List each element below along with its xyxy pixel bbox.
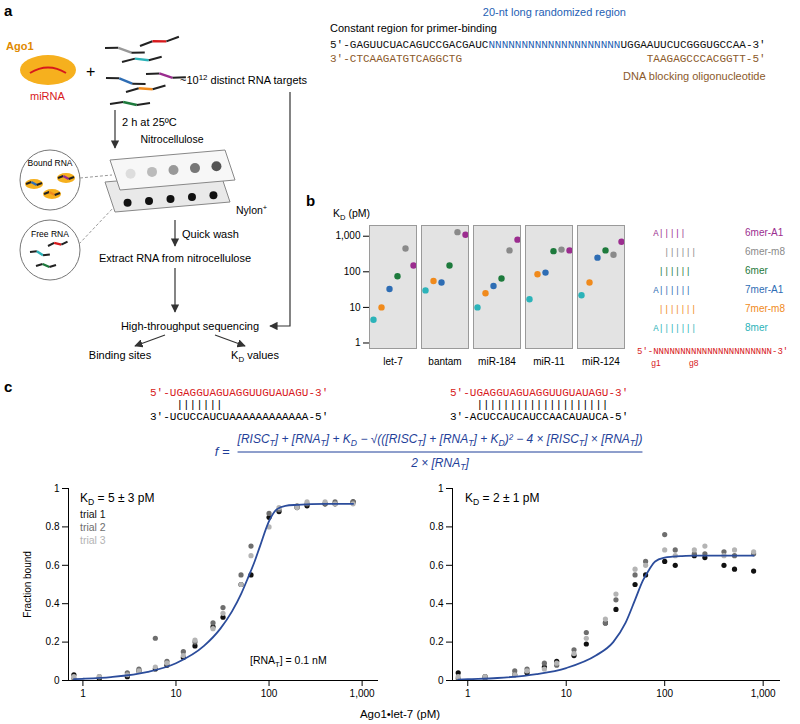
svg-text:TAAGAGCCCACGGTT-5': TAAGAGCCCACGGTT-5' xyxy=(647,53,766,65)
svg-text:0.6: 0.6 xyxy=(430,560,444,571)
svg-text:100: 100 xyxy=(344,266,361,277)
svg-text:g1: g1 xyxy=(651,358,661,368)
svg-text:1: 1 xyxy=(355,337,361,348)
svg-text:A|||||||: A||||||| xyxy=(653,324,696,334)
svg-text:trial 1: trial 1 xyxy=(80,508,106,520)
svg-text:6mer-A1: 6mer-A1 xyxy=(745,227,784,238)
svg-text:2 × [RNAT]: 2 × [RNAT] xyxy=(410,456,469,472)
svg-text:10: 10 xyxy=(170,688,182,699)
svg-text:DNA blocking oligonucleotide: DNA blocking oligonucleotide xyxy=(623,70,765,82)
svg-text:let-7: let-7 xyxy=(383,356,403,367)
svg-text:2 h at 25ºC: 2 h at 25ºC xyxy=(122,116,177,128)
svg-text:KD = 5 ± 3 pM: KD = 5 ± 3 pM xyxy=(80,491,155,507)
svg-text:0.8: 0.8 xyxy=(430,521,444,532)
svg-text:10: 10 xyxy=(561,688,573,699)
svg-text:1,000: 1,000 xyxy=(751,688,776,699)
svg-text:|||||||: ||||||| xyxy=(176,399,222,411)
svg-text:a: a xyxy=(4,2,13,19)
svg-text:miR-11: miR-11 xyxy=(533,356,565,367)
svg-text:0.6: 0.6 xyxy=(46,560,60,571)
svg-text:0: 0 xyxy=(54,675,60,686)
svg-text:KD = 2 ± 1 pM: KD = 2 ± 1 pM xyxy=(465,491,540,507)
svg-text:Extract RNA from nitrocellulos: Extract RNA from nitrocellulose xyxy=(99,252,251,264)
svg-text:1,000: 1,000 xyxy=(350,688,375,699)
svg-text:||||||: |||||| xyxy=(659,267,691,277)
svg-text:7mer-m8: 7mer-m8 xyxy=(745,303,785,314)
svg-text:3'-ACUCCAUCAUCCAACAUAUCA-5': 3'-ACUCCAUCAUCCAACAUAUCA-5' xyxy=(450,411,628,423)
svg-text:Free RNA: Free RNA xyxy=(31,229,69,239)
svg-text:Ago1: Ago1 xyxy=(6,40,34,52)
svg-text:1,000: 1,000 xyxy=(335,230,360,241)
svg-text:Nylon+: Nylon+ xyxy=(236,203,268,216)
svg-text:|||||||: ||||||| xyxy=(659,305,697,315)
svg-text:0: 0 xyxy=(438,675,444,686)
svg-text:||||||: |||||| xyxy=(664,248,696,258)
svg-text:5'-NNNNNNNNNNNNNNNNNNNNNN-3': 5'-NNNNNNNNNNNNNNNNNNNNNN-3' xyxy=(637,347,788,357)
svg-text:100: 100 xyxy=(656,688,673,699)
svg-text:trial 3: trial 3 xyxy=(80,534,106,546)
svg-text:||||||||||||||||||||: |||||||||||||||||||| xyxy=(476,399,608,411)
svg-text:+: + xyxy=(86,63,95,80)
svg-text:trial 2: trial 2 xyxy=(80,521,106,533)
svg-text:1: 1 xyxy=(80,688,86,699)
svg-text:6mer-m8: 6mer-m8 xyxy=(745,246,785,257)
svg-text:10: 10 xyxy=(349,302,361,313)
svg-text:KD values: KD values xyxy=(231,349,279,364)
svg-text:8mer: 8mer xyxy=(745,322,768,333)
svg-text:3'-CTCAAGATGTCAGGCTG: 3'-CTCAAGATGTCAGGCTG xyxy=(330,53,462,65)
svg-text:A||||||: A|||||| xyxy=(653,286,691,296)
svg-text:Bound RNA: Bound RNA xyxy=(28,158,73,168)
svg-text:A|||||: A||||| xyxy=(653,229,685,239)
svg-text:miRNA: miRNA xyxy=(30,90,65,102)
svg-text:Ago1•let-7 (pM): Ago1•let-7 (pM) xyxy=(360,708,440,720)
svg-text:b: b xyxy=(306,192,315,209)
svg-text:c: c xyxy=(4,378,12,395)
svg-text:Nitrocellulose: Nitrocellulose xyxy=(140,133,203,145)
svg-text:5'-UGAGGUAGUAGGUUGUAUAGU-3': 5'-UGAGGUAGUAGGUUGUAUAGU-3' xyxy=(150,387,328,399)
svg-text:Fraction bound: Fraction bound xyxy=(22,551,33,618)
svg-text:Quick wash: Quick wash xyxy=(182,228,239,240)
svg-text:0.4: 0.4 xyxy=(46,598,60,609)
svg-text:miR-124: miR-124 xyxy=(582,356,620,367)
svg-text:High-throughput sequencing: High-throughput sequencing xyxy=(121,320,259,332)
svg-text:6mer: 6mer xyxy=(745,265,768,276)
svg-text:Binding sites: Binding sites xyxy=(89,349,152,361)
svg-text:KD (pM): KD (pM) xyxy=(333,207,370,222)
svg-text:0.8: 0.8 xyxy=(46,521,60,532)
svg-text:5'-UGAGGUAGUAGGUUGUAUAGU-3': 5'-UGAGGUAGUAGGUUGUAUAGU-3' xyxy=(450,387,628,399)
svg-text:g8: g8 xyxy=(689,358,699,368)
svg-text:100: 100 xyxy=(261,688,278,699)
svg-text:1: 1 xyxy=(54,483,60,494)
svg-text:5'-GAGUUCUACAGUCCGACGAUCNNNNNN: 5'-GAGUUCUACAGUCCGACGAUCNNNNNNNNNNNNNNNN… xyxy=(330,39,766,51)
svg-text:7mer-A1: 7mer-A1 xyxy=(745,284,784,295)
svg-text:~1012 distinct RNA targets: ~1012 distinct RNA targets xyxy=(180,73,308,86)
svg-text:miR-184: miR-184 xyxy=(478,356,516,367)
svg-text:[RNAT] = 0.1 nM: [RNAT] = 0.1 nM xyxy=(250,654,327,669)
svg-text:3'-UCUCCAUCUAAAAAAAAAAAA-5': 3'-UCUCCAUCUAAAAAAAAAAAA-5' xyxy=(150,411,328,423)
svg-text:f =: f = xyxy=(215,444,230,459)
svg-text:1: 1 xyxy=(438,483,444,494)
svg-text:Constant region for primer-bin: Constant region for primer-binding xyxy=(330,22,497,34)
svg-text:20-nt long randomized region: 20-nt long randomized region xyxy=(483,6,626,18)
svg-text:bantam: bantam xyxy=(428,356,461,367)
svg-text:[RISCT] + [RNAT] + KD − √(([RI: [RISCT] + [RNAT] + KD − √(([RISCT] + [RN… xyxy=(237,432,643,448)
svg-text:0.4: 0.4 xyxy=(430,598,444,609)
svg-text:1: 1 xyxy=(465,688,471,699)
svg-text:0.2: 0.2 xyxy=(430,636,444,647)
svg-text:0.2: 0.2 xyxy=(46,636,60,647)
